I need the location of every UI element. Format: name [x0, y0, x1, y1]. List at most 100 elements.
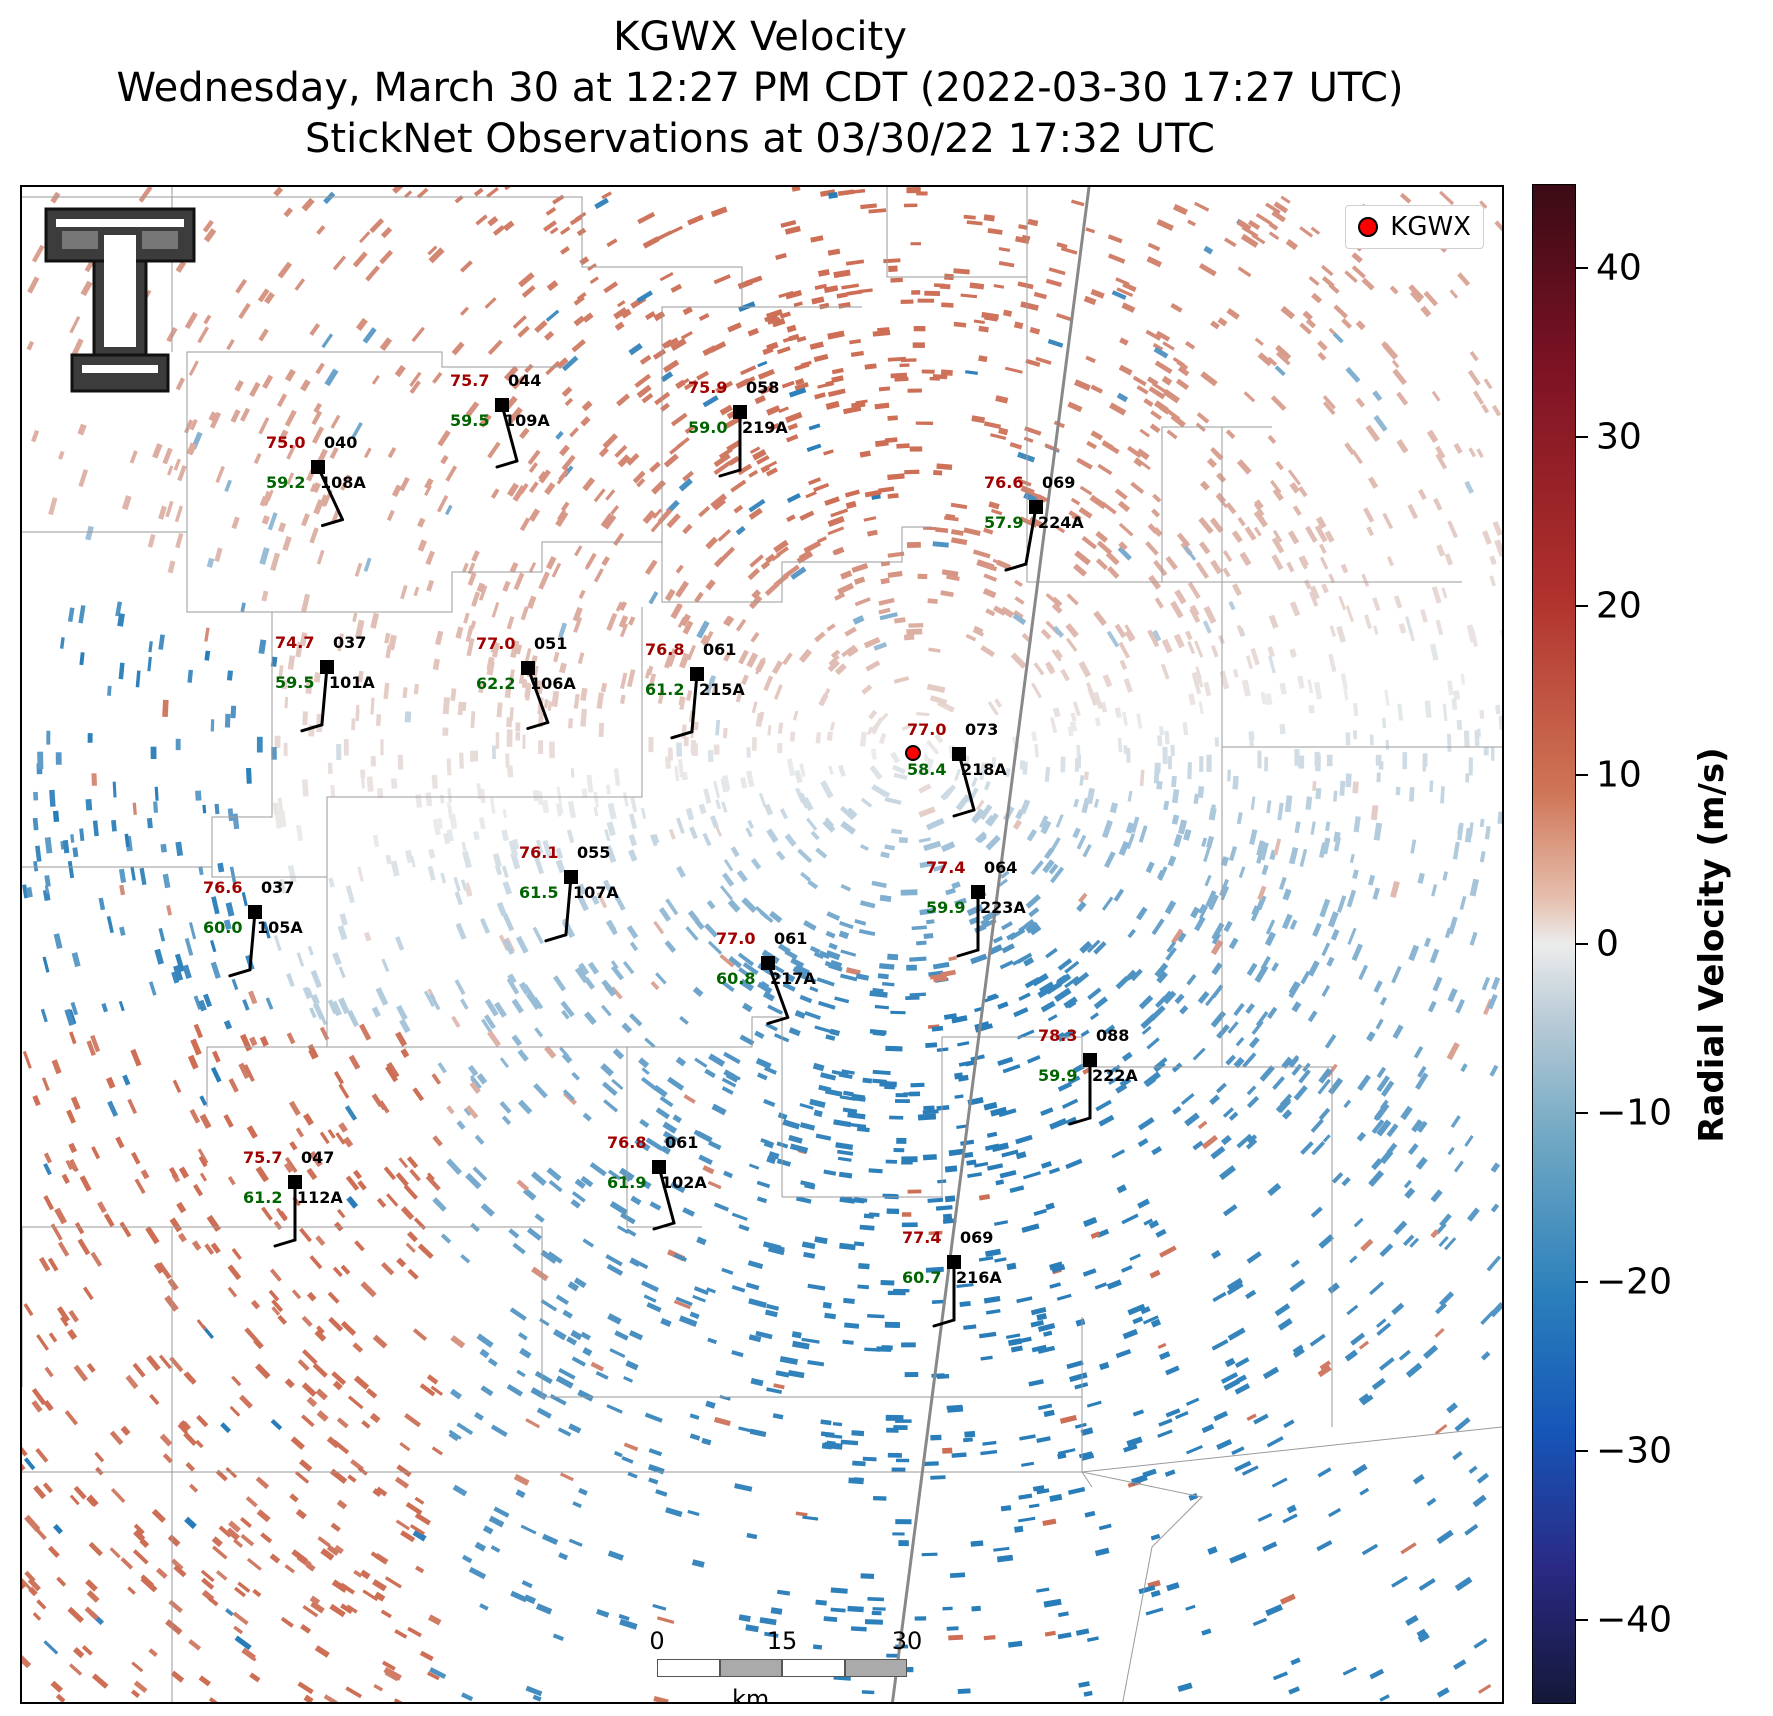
- wind-barb: [766, 961, 790, 1019]
- station-marker-icon: [652, 1160, 666, 1174]
- station-dewpoint: 59.5: [450, 411, 490, 430]
- station-temperature: 76.1: [519, 843, 559, 862]
- station-temperature: 78.3: [1038, 1026, 1078, 1045]
- station-id: 051: [534, 634, 568, 653]
- station-name: 224A: [1038, 513, 1084, 532]
- station-marker-icon: [1083, 1053, 1097, 1067]
- station-name: 107A: [573, 883, 619, 902]
- station-marker-icon: [952, 747, 966, 761]
- station-marker-icon: [311, 460, 325, 474]
- station-dewpoint: 60.0: [203, 918, 243, 937]
- colorbar-tick: [1576, 774, 1588, 777]
- station-marker-icon: [495, 398, 509, 412]
- station-temperature: 75.7: [243, 1148, 283, 1167]
- wind-barb: [1024, 505, 1038, 566]
- station-id: 088: [1096, 1026, 1130, 1045]
- station-dewpoint: 61.9: [607, 1173, 647, 1192]
- station-id: 069: [1042, 473, 1076, 492]
- wind-barb: [316, 465, 344, 522]
- station-marker-icon: [320, 660, 334, 674]
- wind-barb-flag: [321, 518, 344, 528]
- station-id: 055: [577, 843, 611, 862]
- station-id: 037: [333, 633, 367, 652]
- station-name: 217A: [770, 969, 816, 988]
- radar-map[interactable]: KGWX 75.7 044 59.5 109A 75.9 058 59.0 219A 75.0 0…: [20, 185, 1504, 1704]
- station-dewpoint: 59.5: [275, 673, 315, 692]
- colorbar-tick-label: 0: [1596, 923, 1619, 965]
- colorbar-tick-label: 40: [1596, 247, 1642, 289]
- station-dewpoint: 59.0: [688, 418, 728, 437]
- wind-barb-flag: [1068, 1116, 1092, 1126]
- scale-tick-0: 0: [649, 1627, 665, 1655]
- station-dewpoint: 61.5: [519, 883, 559, 902]
- colorbar-tick: [1576, 436, 1588, 439]
- station-temperature: 77.4: [902, 1228, 942, 1247]
- colorbar-tick: [1576, 1280, 1588, 1283]
- scale-segment: [657, 1659, 720, 1677]
- wind-barb: [657, 1165, 676, 1225]
- velocity-field: [22, 187, 1502, 1702]
- title-line-2: Wednesday, March 30 at 12:27 PM CDT (202…: [116, 65, 1404, 111]
- station-id: 047: [301, 1148, 335, 1167]
- station-marker-icon: [564, 870, 578, 884]
- station-id: 064: [984, 858, 1018, 877]
- wind-barb-flag: [495, 459, 519, 469]
- station-id: 037: [261, 878, 295, 897]
- station-dewpoint: 59.9: [1038, 1066, 1078, 1085]
- radar-site-marker: [901, 741, 925, 765]
- station-name: 108A: [320, 473, 366, 492]
- wind-barb-flag: [932, 1318, 956, 1328]
- title-line-3: StickNet Observations at 03/30/22 17:32 …: [305, 116, 1215, 162]
- colorbar-tick-label: −10: [1596, 1092, 1672, 1134]
- station-temperature: 76.8: [607, 1133, 647, 1152]
- radar-site-legend-icon: [1358, 217, 1379, 237]
- velocity-colorbar: [1532, 184, 1576, 1704]
- station-id: 044: [508, 371, 542, 390]
- wind-barb-flag: [952, 808, 976, 818]
- station-marker-icon: [248, 905, 262, 919]
- scale-segment: [720, 1659, 782, 1677]
- scale-segment: [782, 1659, 845, 1677]
- station-temperature: 76.8: [645, 640, 685, 659]
- station-name: 101A: [329, 673, 375, 692]
- wind-barb: [526, 666, 550, 724]
- station-dewpoint: 59.9: [926, 898, 966, 917]
- colorbar-tick: [1576, 943, 1588, 945]
- station-dewpoint: 60.8: [716, 969, 756, 988]
- station-dewpoint: 60.7: [902, 1268, 942, 1287]
- scale-tick-15: 15: [766, 1627, 798, 1655]
- station-name: 219A: [742, 418, 788, 437]
- colorbar-tick-label: 20: [1596, 585, 1642, 627]
- station-temperature: 75.0: [266, 433, 306, 452]
- colorbar-tick: [1576, 1111, 1588, 1114]
- station-dewpoint: 58.4: [907, 760, 947, 779]
- wind-barb: [690, 672, 699, 734]
- wind-barb: [564, 875, 573, 937]
- colorbar-tick: [1576, 1449, 1588, 1452]
- colorbar-tick: [1576, 1618, 1588, 1621]
- colorbar-tick: [1576, 267, 1588, 270]
- station-temperature: 75.7: [450, 371, 490, 390]
- station-temperature: 75.9: [688, 378, 728, 397]
- wind-barb: [320, 665, 329, 727]
- station-id: 061: [774, 929, 808, 948]
- wind-barb-flag: [273, 1238, 297, 1248]
- station-name: 222A: [1092, 1066, 1138, 1085]
- station-id: 040: [324, 433, 358, 452]
- highway-line: [891, 187, 1091, 1702]
- scale-bar: 0 15 30 km: [632, 1627, 922, 1702]
- station-name: 218A: [961, 760, 1007, 779]
- station-temperature: 74.7: [275, 633, 315, 652]
- wind-barb-flag: [1004, 562, 1028, 572]
- station-name: 102A: [661, 1173, 707, 1192]
- scale-segment: [845, 1659, 907, 1677]
- station-marker-icon: [288, 1175, 302, 1189]
- station-marker-icon: [733, 405, 747, 419]
- station-temperature: 77.4: [926, 858, 966, 877]
- station-marker-icon: [690, 667, 704, 681]
- station-name: 105A: [257, 918, 303, 937]
- station-temperature: 77.0: [716, 929, 756, 948]
- colorbar-tick-label: −30: [1596, 1430, 1672, 1472]
- station-dewpoint: 61.2: [645, 680, 685, 699]
- double-t-logo-icon: [42, 205, 198, 395]
